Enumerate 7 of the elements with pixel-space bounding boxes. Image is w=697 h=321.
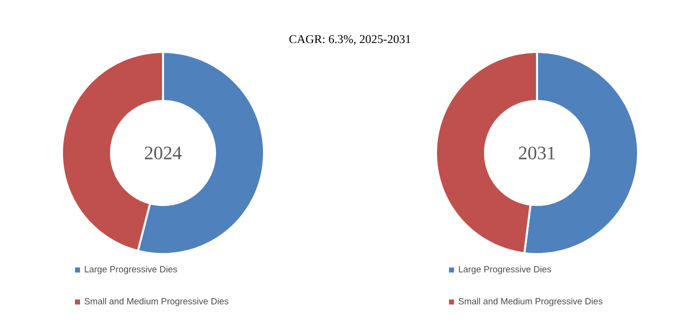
- legend-label: Large Progressive Dies: [458, 266, 552, 274]
- text: CAGR: 6.3%, 2025-2031: [289, 35, 410, 45]
- legend-label: Small and Medium Progressive Dies: [84, 298, 228, 306]
- legend-label: Small and Medium Progressive Dies: [458, 298, 602, 306]
- legend-label: Large Progressive Dies: [84, 266, 178, 274]
- text: 2024: [144, 146, 182, 160]
- text: 2031: [518, 146, 555, 160]
